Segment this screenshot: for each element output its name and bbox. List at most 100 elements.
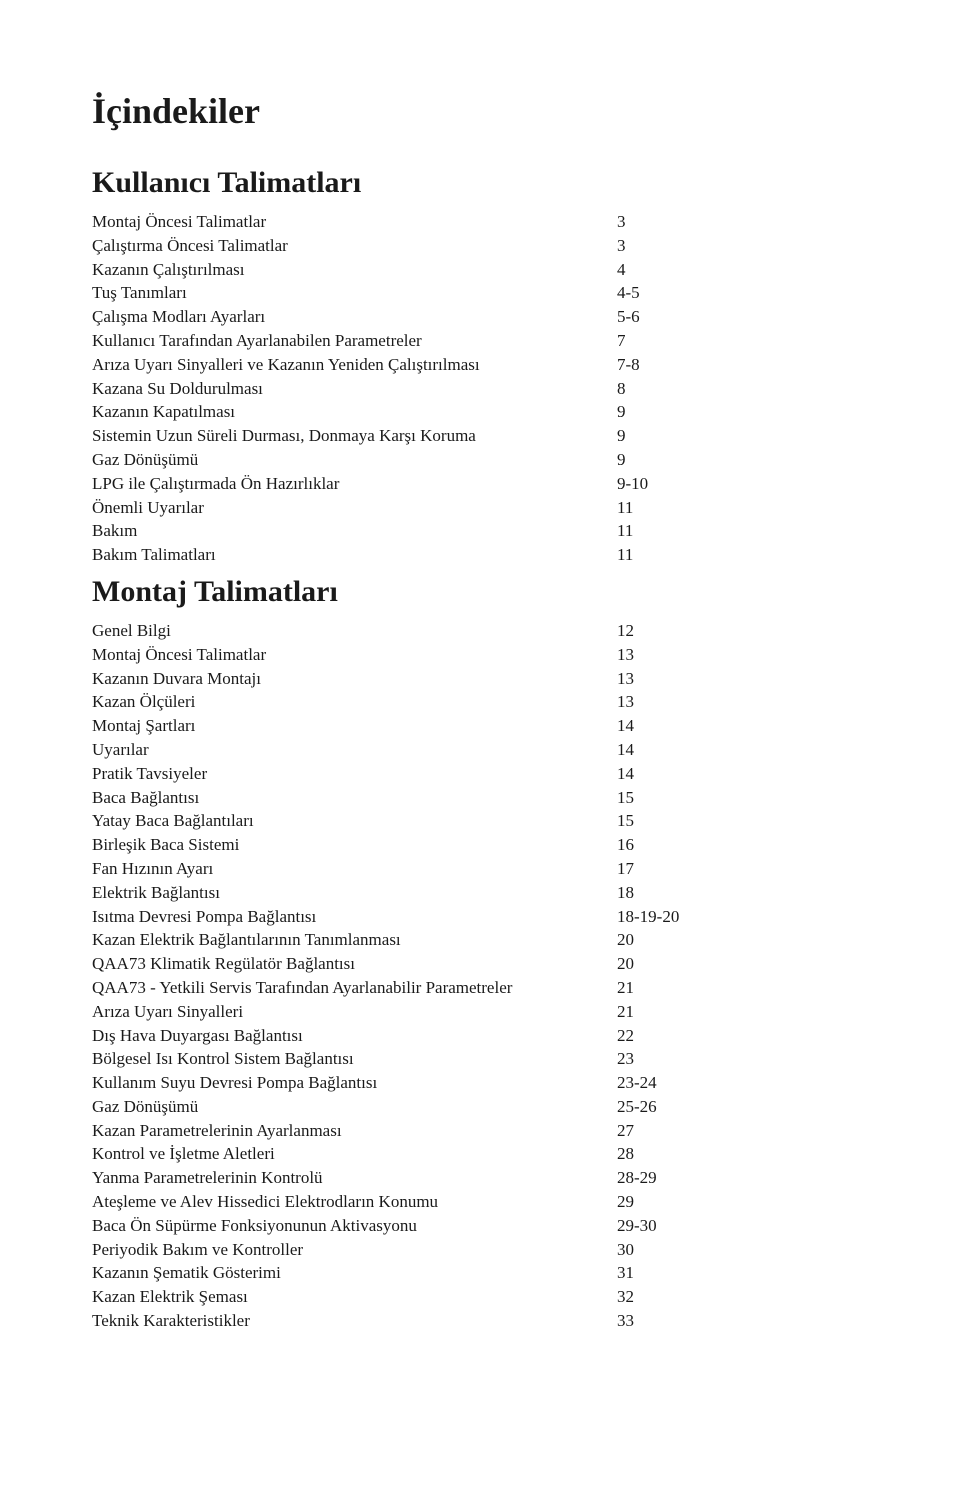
toc-entry-label: Arıza Uyarı Sinyalleri ve Kazanın Yenide… [92,353,617,377]
toc-entry-page: 13 [617,667,634,691]
toc-entry-page: 4-5 [617,281,640,305]
toc-entry-page: 27 [617,1119,634,1143]
toc-entry-page: 31 [617,1261,634,1285]
toc-entry-label: Sistemin Uzun Süreli Durması, Donmaya Ka… [92,424,617,448]
toc-entry-page: 11 [617,519,633,543]
toc-entry: Birleşik Baca Sistemi16 [92,833,880,857]
toc-entry: Kullanıcı Tarafından Ayarlanabilen Param… [92,329,880,353]
toc-entry-label: Kazan Elektrik Şeması [92,1285,617,1309]
toc-entry-label: Yanma Parametrelerinin Kontrolü [92,1166,617,1190]
section-heading: Montaj Talimatları [92,575,880,609]
toc-entry-label: Isıtma Devresi Pompa Bağlantısı [92,905,617,929]
toc-entry-page: 9 [617,400,626,424]
toc-entry-page: 7-8 [617,353,640,377]
toc-entry-label: Yatay Baca Bağlantıları [92,809,617,833]
toc-entry: Teknik Karakteristikler33 [92,1309,880,1333]
toc-entry-label: Fan Hızının Ayarı [92,857,617,881]
toc-entry-label: Bölgesel Isı Kontrol Sistem Bağlantısı [92,1047,617,1071]
toc-entry-page: 17 [617,857,634,881]
toc-entry-label: Periyodik Bakım ve Kontroller [92,1238,617,1262]
toc-entry-page: 18-19-20 [617,905,679,929]
toc-entry-label: Tuş Tanımları [92,281,617,305]
toc-entry-label: Kullanıcı Tarafından Ayarlanabilen Param… [92,329,617,353]
toc-entry: Kullanım Suyu Devresi Pompa Bağlantısı23… [92,1071,880,1095]
toc-entry: Baca Bağlantısı15 [92,786,880,810]
toc-entry: Kazan Ölçüleri13 [92,690,880,714]
toc-entry-label: QAA73 - Yetkili Servis Tarafından Ayarla… [92,976,617,1000]
toc-entry-label: QAA73 Klimatik Regülatör Bağlantısı [92,952,617,976]
toc-entry-label: Kazanın Duvara Montajı [92,667,617,691]
toc-entry-page: 3 [617,234,626,258]
toc-entry-page: 30 [617,1238,634,1262]
toc-entry-label: Çalıştırma Öncesi Talimatlar [92,234,617,258]
toc-entry-label: Kazanın Çalıştırılması [92,258,617,282]
toc-entry: Arıza Uyarı Sinyalleri ve Kazanın Yenide… [92,353,880,377]
toc-entry-label: Montaj Şartları [92,714,617,738]
toc-entry-label: Arıza Uyarı Sinyalleri [92,1000,617,1024]
toc-entry-label: Gaz Dönüşümü [92,1095,617,1119]
toc-entry-page: 25-26 [617,1095,657,1119]
toc-entry-label: Genel Bilgi [92,619,617,643]
toc-entry-label: Kazanın Şematik Gösterimi [92,1261,617,1285]
toc-entry: Yanma Parametrelerinin Kontrolü28-29 [92,1166,880,1190]
toc-entry-page: 22 [617,1024,634,1048]
toc-entry-label: Uyarılar [92,738,617,762]
toc-entry-label: Kazan Elektrik Bağlantılarının Tanımlanm… [92,928,617,952]
toc-entry-page: 5-6 [617,305,640,329]
toc-entry-page: 14 [617,714,634,738]
toc-entry: Isıtma Devresi Pompa Bağlantısı18-19-20 [92,905,880,929]
toc-entry-label: Ateşleme ve Alev Hissedici Elektrodların… [92,1190,617,1214]
toc-entry: Sistemin Uzun Süreli Durması, Donmaya Ka… [92,424,880,448]
toc-entry: Bakım11 [92,519,880,543]
toc-container: Kullanıcı TalimatlarıMontaj Öncesi Talim… [92,166,880,1333]
toc-entry: Kazan Elektrik Şeması32 [92,1285,880,1309]
toc-entry-label: Kazan Ölçüleri [92,690,617,714]
toc-entry: Arıza Uyarı Sinyalleri21 [92,1000,880,1024]
toc-entry: LPG ile Çalıştırmada Ön Hazırlıklar9-10 [92,472,880,496]
toc-entry-page: 11 [617,496,633,520]
toc-entry: Kazan Elektrik Bağlantılarının Tanımlanm… [92,928,880,952]
toc-entry-page: 23 [617,1047,634,1071]
toc-entry-label: Çalışma Modları Ayarları [92,305,617,329]
toc-entry-page: 21 [617,976,634,1000]
toc-entry: Fan Hızının Ayarı17 [92,857,880,881]
toc-entry: Gaz Dönüşümü25-26 [92,1095,880,1119]
toc-entry-page: 23-24 [617,1071,657,1095]
toc-entry: Bakım Talimatları11 [92,543,880,567]
toc-entry-label: Birleşik Baca Sistemi [92,833,617,857]
toc-entry-label: Baca Ön Süpürme Fonksiyonunun Aktivasyon… [92,1214,617,1238]
toc-entry: Kazanın Çalıştırılması4 [92,258,880,282]
toc-entry: QAA73 - Yetkili Servis Tarafından Ayarla… [92,976,880,1000]
toc-entry-page: 18 [617,881,634,905]
toc-entry-page: 15 [617,786,634,810]
toc-entry-page: 28-29 [617,1166,657,1190]
toc-entry: Montaj Şartları14 [92,714,880,738]
page-title: İçindekiler [92,90,880,132]
toc-entry-page: 7 [617,329,626,353]
toc-entry-page: 20 [617,928,634,952]
toc-entry-page: 29 [617,1190,634,1214]
toc-entry-page: 29-30 [617,1214,657,1238]
toc-entry-page: 33 [617,1309,634,1333]
toc-entry: Montaj Öncesi Talimatlar3 [92,210,880,234]
toc-entry-label: Teknik Karakteristikler [92,1309,617,1333]
toc-entry-page: 11 [617,543,633,567]
toc-entry-label: Kullanım Suyu Devresi Pompa Bağlantısı [92,1071,617,1095]
toc-entry-label: Önemli Uyarılar [92,496,617,520]
toc-entry-page: 12 [617,619,634,643]
toc-entry-label: Elektrik Bağlantısı [92,881,617,905]
toc-entry: Pratik Tavsiyeler14 [92,762,880,786]
toc-entry: Montaj Öncesi Talimatlar13 [92,643,880,667]
toc-entry: Yatay Baca Bağlantıları15 [92,809,880,833]
toc-entry: Baca Ön Süpürme Fonksiyonunun Aktivasyon… [92,1214,880,1238]
toc-entry: Kazana Su Doldurulması8 [92,377,880,401]
toc-entry-label: Pratik Tavsiyeler [92,762,617,786]
toc-entry: Periyodik Bakım ve Kontroller30 [92,1238,880,1262]
toc-entry-page: 32 [617,1285,634,1309]
toc-entry: Genel Bilgi12 [92,619,880,643]
toc-entry-label: LPG ile Çalıştırmada Ön Hazırlıklar [92,472,617,496]
toc-entry-label: Dış Hava Duyargası Bağlantısı [92,1024,617,1048]
toc-entry-page: 15 [617,809,634,833]
toc-entry-page: 9 [617,424,626,448]
toc-entry-page: 13 [617,643,634,667]
